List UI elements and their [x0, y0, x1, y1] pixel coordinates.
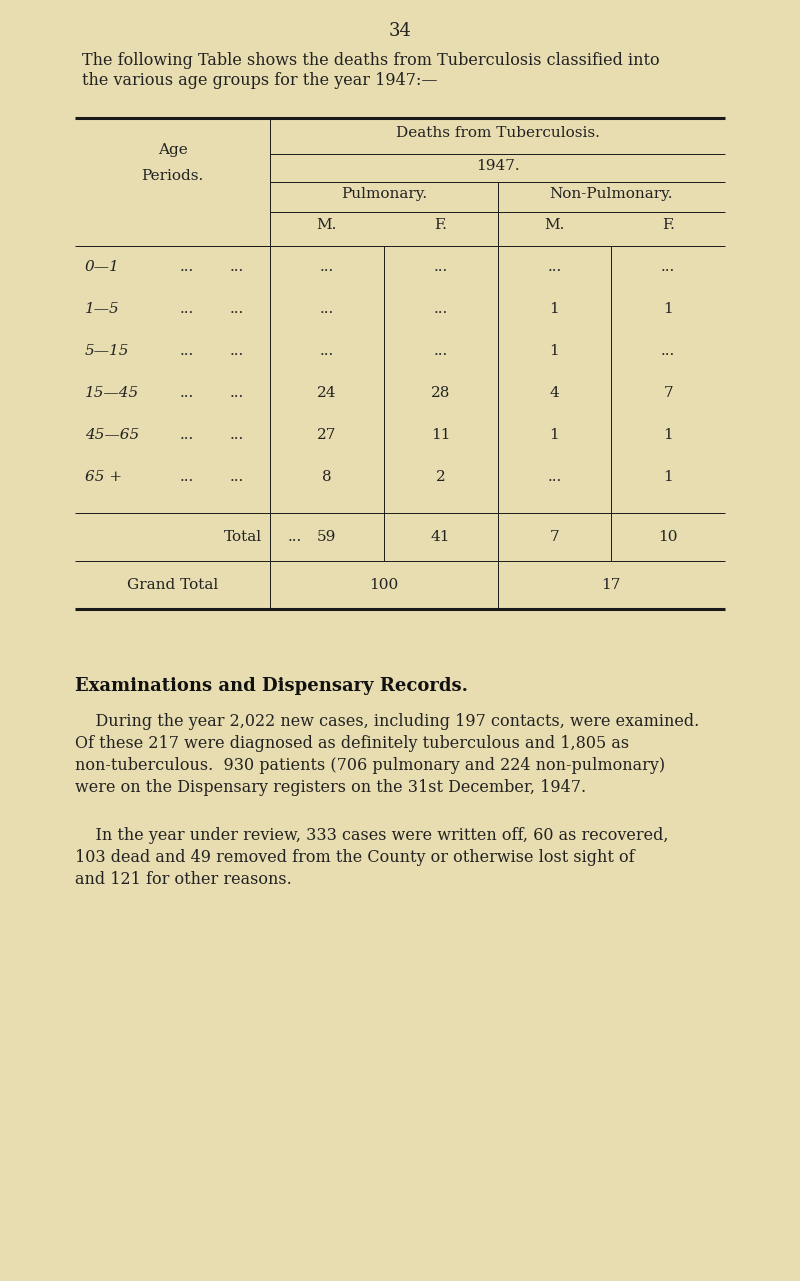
Text: 5—15: 5—15 [85, 345, 130, 357]
Text: Periods.: Periods. [142, 169, 204, 183]
Text: 34: 34 [389, 22, 411, 40]
Text: 59: 59 [317, 530, 337, 544]
Text: 45—65: 45—65 [85, 428, 139, 442]
Text: F.: F. [662, 218, 674, 232]
Text: 65 +: 65 + [85, 470, 122, 484]
Text: ...: ... [547, 260, 562, 274]
Text: 1: 1 [550, 302, 559, 316]
Text: ...: ... [180, 260, 194, 274]
Text: 11: 11 [431, 428, 450, 442]
Text: non-tuberculous.  930 patients (706 pulmonary and 224 non-pulmonary): non-tuberculous. 930 patients (706 pulmo… [75, 757, 665, 774]
Text: Examinations and Dispensary Records.: Examinations and Dispensary Records. [75, 676, 468, 696]
Text: ...: ... [230, 428, 244, 442]
Text: and 121 for other reasons.: and 121 for other reasons. [75, 871, 292, 888]
Text: Pulmonary.: Pulmonary. [341, 187, 427, 201]
Text: 4: 4 [550, 386, 559, 400]
Text: ...: ... [320, 260, 334, 274]
Text: Grand Total: Grand Total [127, 578, 218, 592]
Text: 1947.: 1947. [476, 159, 519, 173]
Text: 24: 24 [317, 386, 337, 400]
Text: 1: 1 [663, 302, 673, 316]
Text: Age: Age [158, 143, 187, 158]
Text: 8: 8 [322, 470, 332, 484]
Text: ...: ... [230, 470, 244, 484]
Text: Non-Pulmonary.: Non-Pulmonary. [550, 187, 673, 201]
Text: 1: 1 [663, 428, 673, 442]
Text: ...: ... [230, 260, 244, 274]
Text: ...: ... [288, 530, 302, 544]
Text: 28: 28 [431, 386, 450, 400]
Text: 1—5: 1—5 [85, 302, 120, 316]
Text: The following Table shows the deaths from Tuberculosis classified into: The following Table shows the deaths fro… [82, 53, 660, 69]
Text: 41: 41 [431, 530, 450, 544]
Text: 2: 2 [436, 470, 446, 484]
Text: ...: ... [180, 470, 194, 484]
Text: ...: ... [547, 470, 562, 484]
Text: In the year under review, 333 cases were written off, 60 as recovered,: In the year under review, 333 cases were… [75, 828, 669, 844]
Text: 27: 27 [317, 428, 337, 442]
Text: Of these 217 were diagnosed as definitely tuberculous and 1,805 as: Of these 217 were diagnosed as definitel… [75, 735, 629, 752]
Text: 7: 7 [550, 530, 559, 544]
Text: ...: ... [180, 345, 194, 357]
Text: ...: ... [661, 345, 675, 357]
Text: ...: ... [434, 260, 448, 274]
Text: ...: ... [180, 302, 194, 316]
Text: 15—45: 15—45 [85, 386, 139, 400]
Text: 1: 1 [550, 345, 559, 357]
Text: 7: 7 [663, 386, 673, 400]
Text: ...: ... [320, 345, 334, 357]
Text: ...: ... [661, 260, 675, 274]
Text: 1: 1 [663, 470, 673, 484]
Text: 10: 10 [658, 530, 678, 544]
Text: Total: Total [224, 530, 262, 544]
Text: ...: ... [180, 386, 194, 400]
Text: 103 dead and 49 removed from the County or otherwise lost sight of: 103 dead and 49 removed from the County … [75, 849, 634, 866]
Text: ...: ... [230, 386, 244, 400]
Text: 0—1: 0—1 [85, 260, 120, 274]
Text: ...: ... [180, 428, 194, 442]
Text: 1: 1 [550, 428, 559, 442]
Text: F.: F. [434, 218, 447, 232]
Text: Deaths from Tuberculosis.: Deaths from Tuberculosis. [395, 126, 599, 140]
Text: ...: ... [434, 302, 448, 316]
Text: the various age groups for the year 1947:—: the various age groups for the year 1947… [82, 72, 438, 88]
Text: ...: ... [230, 345, 244, 357]
Text: M.: M. [544, 218, 565, 232]
Text: 17: 17 [602, 578, 621, 592]
Text: During the year 2,022 new cases, including 197 contacts, were examined.: During the year 2,022 new cases, includi… [75, 714, 699, 730]
Text: ...: ... [320, 302, 334, 316]
Text: ...: ... [434, 345, 448, 357]
Text: ...: ... [230, 302, 244, 316]
Text: 100: 100 [369, 578, 398, 592]
Text: were on the Dispensary registers on the 31st December, 1947.: were on the Dispensary registers on the … [75, 779, 586, 796]
Text: M.: M. [317, 218, 337, 232]
